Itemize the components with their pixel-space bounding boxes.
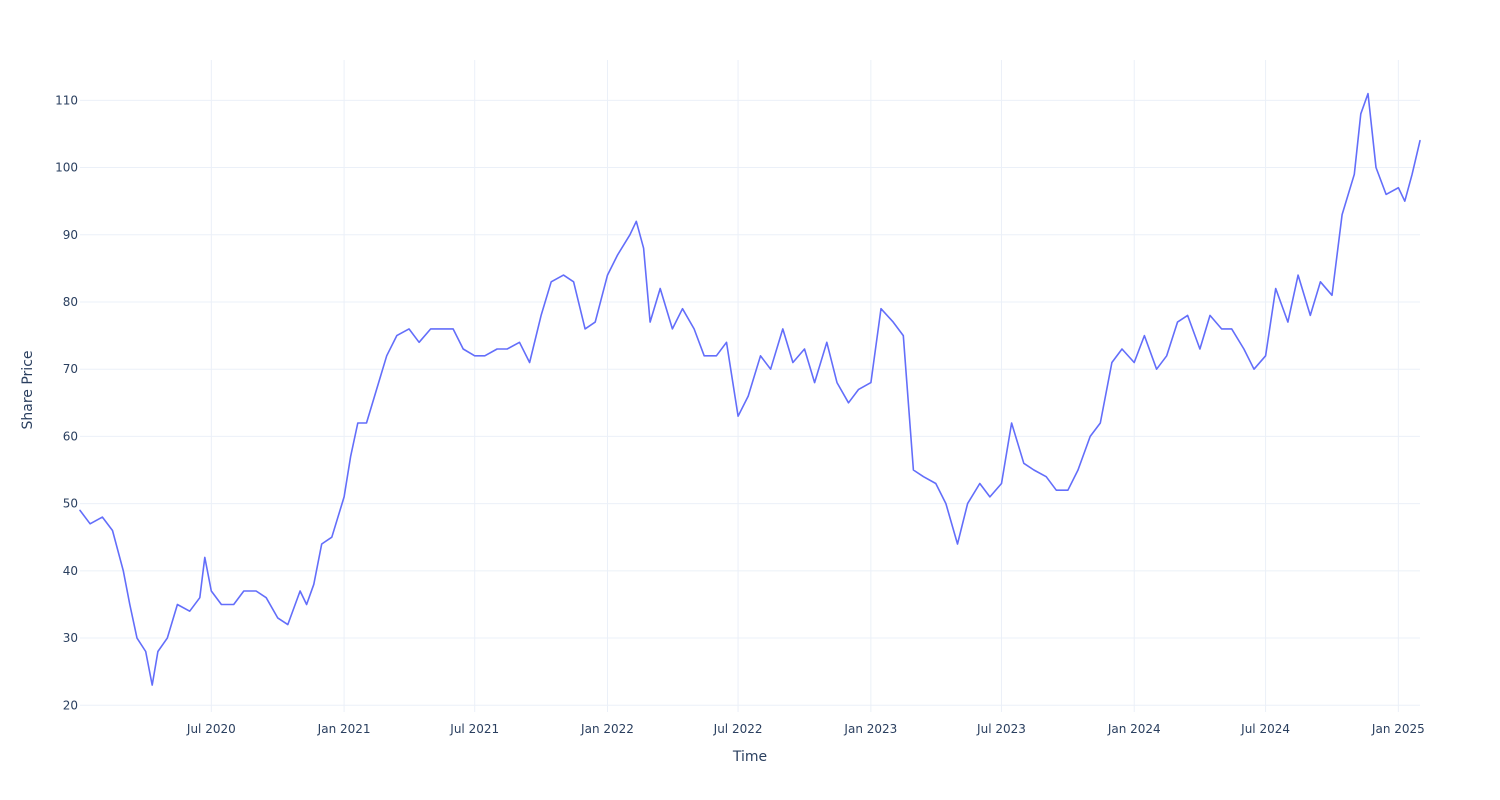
y-tick-label: 60 xyxy=(63,429,78,443)
y-tick-label: 110 xyxy=(55,93,78,107)
y-gridlines xyxy=(80,99,1420,706)
y-axis-ticks: 20 30 40 50 60 70 80 90 100 110 xyxy=(55,93,78,712)
x-tick-label: Jul 2024 xyxy=(1240,722,1290,736)
x-tick-label: Jan 2021 xyxy=(317,722,371,736)
y-tick-label: 40 xyxy=(63,564,78,578)
y-tick-label: 20 xyxy=(63,698,78,712)
x-tick-label: Jul 2021 xyxy=(449,722,499,736)
x-tick-label: Jul 2023 xyxy=(976,722,1026,736)
x-tick-label: Jul 2020 xyxy=(186,722,236,736)
x-tick-label: Jan 2023 xyxy=(843,722,897,736)
y-axis-title: Share Price xyxy=(20,350,36,429)
y-tick-label: 70 xyxy=(63,362,78,376)
y-tick-label: 100 xyxy=(55,161,78,175)
x-tick-label: Jan 2024 xyxy=(1107,722,1161,736)
x-tick-label: Jan 2022 xyxy=(580,722,634,736)
x-axis-ticks: Jul 2020 Jan 2021 Jul 2021 Jan 2022 Jul 2022… xyxy=(186,722,1425,736)
x-tick-label: Jul 2022 xyxy=(713,722,763,736)
y-tick-label: 80 xyxy=(63,295,78,309)
y-tick-label: 90 xyxy=(63,228,78,242)
price-series-line xyxy=(79,92,1421,686)
y-tick-label: 30 xyxy=(63,631,78,645)
x-gridlines xyxy=(210,60,1399,712)
x-tick-label: Jan 2025 xyxy=(1371,722,1425,736)
x-axis-title: Time xyxy=(732,749,767,765)
y-tick-label: 50 xyxy=(63,497,78,511)
